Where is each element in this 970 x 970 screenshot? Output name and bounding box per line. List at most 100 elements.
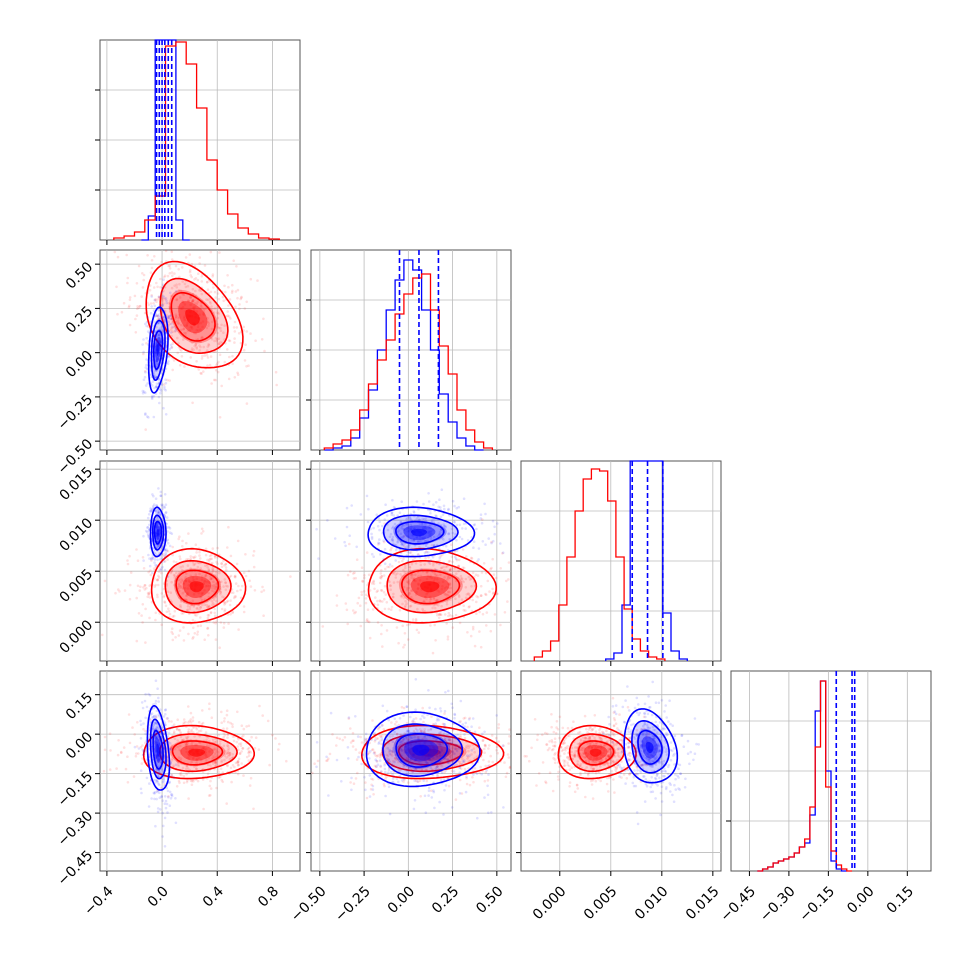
scatter-point [364, 737, 368, 741]
scatter-point [157, 340, 160, 343]
scatter-point [236, 710, 239, 714]
scatter-point [194, 343, 198, 346]
scatter-point [400, 536, 403, 539]
scatter-point [198, 288, 201, 292]
scatter-point [220, 562, 223, 565]
scatter-point [186, 767, 190, 770]
scatter-point [415, 500, 419, 503]
scatter-point [199, 595, 203, 599]
scatter-point [415, 537, 419, 540]
scatter-point [381, 723, 384, 727]
scatter-point [158, 731, 162, 735]
scatter-point [449, 586, 453, 590]
scatter-point [409, 742, 413, 746]
scatter-point [171, 545, 174, 549]
scatter-point [156, 740, 159, 744]
scatter-point [414, 768, 418, 771]
scatter-point [206, 566, 209, 569]
scatter-point [402, 544, 406, 548]
scatter-point [486, 764, 490, 768]
scatter-point [405, 580, 409, 583]
scatter-point [192, 563, 196, 567]
scatter-point [154, 743, 157, 747]
scatter-point [612, 778, 615, 781]
scatter-point [185, 609, 189, 612]
scatter-point [189, 340, 192, 343]
scatter-point [217, 326, 221, 330]
scatter-point [409, 736, 412, 739]
scatter-point [385, 753, 389, 757]
scatter-point [261, 585, 264, 589]
scatter-point [168, 305, 171, 309]
scatter-point [181, 586, 185, 589]
scatter-point [155, 725, 158, 729]
scatter-point [407, 743, 410, 747]
scatter-point [429, 727, 433, 731]
scatter-point [245, 725, 248, 728]
scatter-point [193, 562, 197, 566]
scatter-point [154, 360, 158, 364]
scatter-point [411, 573, 414, 577]
scatter-point [386, 528, 390, 532]
scatter-point [197, 603, 200, 607]
scatter-point [417, 540, 420, 543]
scatter-point [155, 771, 158, 774]
scatter-point [178, 781, 181, 785]
scatter-point [487, 811, 490, 815]
scatter-point [162, 505, 166, 509]
scatter-point [418, 537, 422, 541]
scatter-point [410, 739, 414, 743]
scatter-point [557, 770, 560, 774]
scatter-point [403, 535, 406, 538]
scatter-point [377, 741, 381, 744]
scatter-point [423, 595, 427, 599]
scatter-point [364, 597, 368, 600]
scatter-point [434, 599, 438, 603]
scatter-point [386, 746, 390, 750]
scatter-point [135, 745, 139, 748]
scatter-point [487, 537, 491, 540]
scatter-point [189, 356, 192, 359]
scatter-point [189, 295, 192, 299]
scatter-point [145, 358, 148, 361]
scatter-point [481, 540, 485, 543]
scatter-point [388, 752, 392, 756]
scatter-point [405, 602, 408, 605]
scatter-point [177, 761, 180, 764]
scatter-point [446, 635, 450, 638]
scatter-point [481, 739, 485, 742]
scatter-point [419, 795, 423, 798]
scatter-point [164, 511, 168, 514]
scatter-point [388, 735, 392, 738]
scatter-point [230, 780, 233, 784]
scatter-point [220, 759, 224, 762]
scatter-point [148, 288, 152, 292]
scatter-point [412, 538, 416, 542]
scatter-point [176, 336, 179, 340]
scatter-point [464, 586, 468, 589]
scatter-point [443, 738, 447, 741]
scatter-point [169, 343, 173, 347]
scatter-point [158, 534, 161, 537]
scatter-point [149, 573, 153, 577]
scatter-point [487, 760, 491, 763]
scatter-point [568, 785, 571, 788]
scatter-point [186, 779, 189, 782]
scatter-point [426, 574, 430, 578]
scatter-point [513, 585, 516, 588]
scatter-point [448, 538, 451, 541]
scatter-point [379, 600, 382, 603]
scatter-point [448, 584, 451, 587]
scatter-point [185, 323, 189, 327]
scatter-point [115, 285, 118, 289]
scatter-point [449, 754, 452, 758]
scatter-point [409, 537, 412, 541]
scatter-point [378, 599, 382, 602]
scatter-point [179, 744, 182, 748]
scatter-point [210, 716, 214, 719]
scatter-point [151, 380, 155, 383]
scatter-point [377, 542, 381, 545]
contour-red [401, 569, 461, 605]
scatter-point [162, 775, 166, 779]
scatter-point [413, 721, 416, 724]
